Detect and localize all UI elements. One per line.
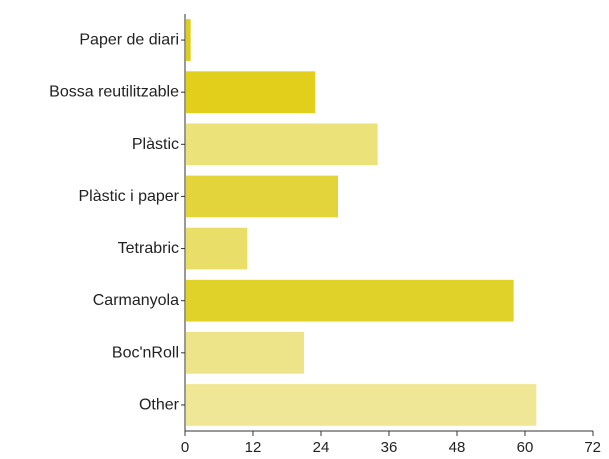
x-tick-label: 12 (245, 439, 262, 456)
bars-group (186, 19, 537, 426)
category-label: Plàstic i paper (79, 188, 180, 205)
bar (186, 227, 248, 270)
category-label: Tetrabric (118, 240, 179, 257)
y-axis-ticks (181, 39, 185, 406)
bar (186, 175, 338, 218)
category-label: Other (139, 396, 180, 413)
category-label: Carmanyola (93, 292, 179, 309)
x-tick-label: 72 (584, 439, 601, 456)
x-tick-label: 60 (517, 439, 534, 456)
bar (186, 279, 514, 322)
bar (186, 331, 304, 374)
x-tick-label: 0 (181, 439, 189, 456)
category-label: Paper de diari (79, 32, 179, 49)
x-tick-label: 36 (381, 439, 398, 456)
category-labels: Paper de diari Bossa reutilitzable Plàstic… (49, 32, 180, 414)
bar (186, 384, 537, 426)
x-tick-label: 24 (313, 439, 330, 456)
category-label: Plàstic (132, 136, 179, 153)
bar (186, 71, 316, 114)
category-label: Bossa reutilitzable (49, 84, 179, 101)
bar (186, 123, 378, 166)
bar (186, 19, 191, 61)
x-tick-label: 48 (449, 439, 466, 456)
x-axis-ticks: 0 12 24 36 48 60 72 (181, 431, 601, 456)
category-label: Boc'nRoll (112, 344, 179, 361)
